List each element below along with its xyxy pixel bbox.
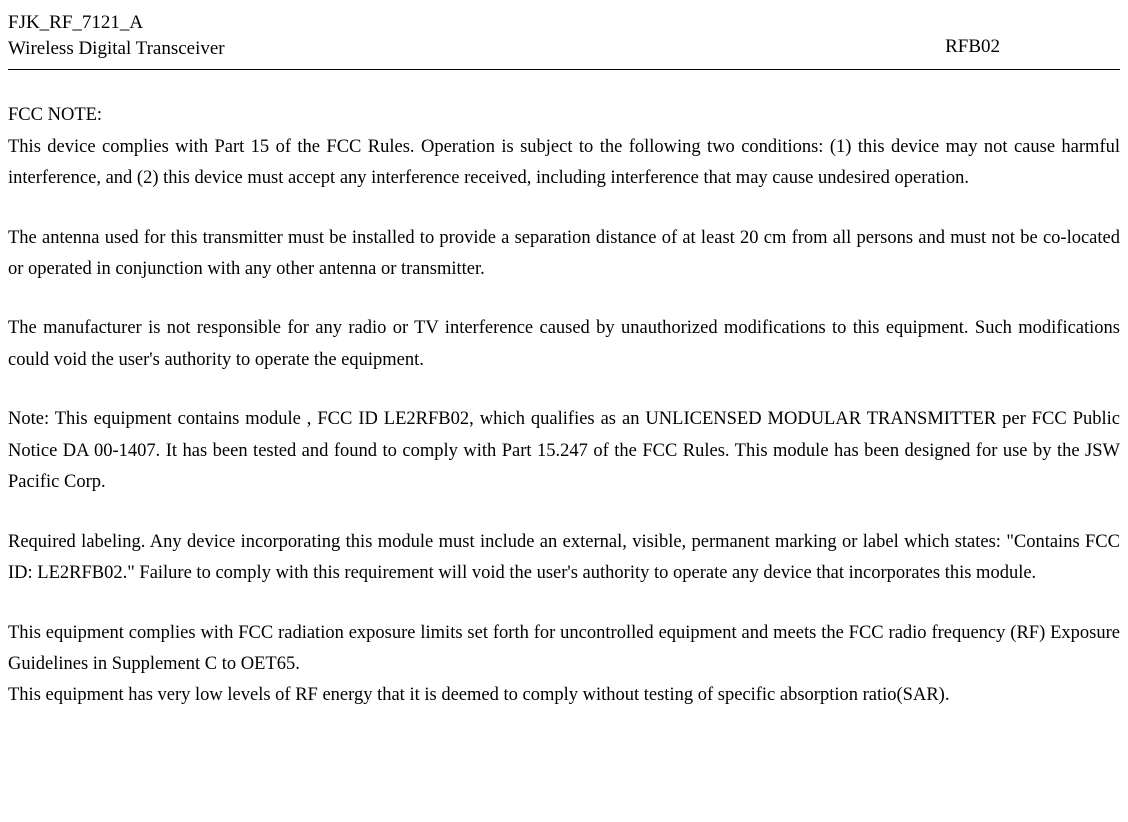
paragraph-2: The antenna used for this transmitter mu…	[8, 223, 1120, 286]
paragraph-6: This equipment complies with FCC radiati…	[8, 618, 1120, 712]
fcc-note-block: FCC NOTE: This device complies with Part…	[8, 100, 1120, 194]
document-body: FCC NOTE: This device complies with Part…	[8, 100, 1120, 712]
paragraph-4: Note: This equipment contains module , F…	[8, 404, 1120, 498]
paragraph-6b: This equipment has very low levels of RF…	[8, 680, 1120, 711]
paragraph-1: This device complies with Part 15 of the…	[8, 132, 1120, 195]
model-id: FJK_RF_7121_A	[8, 10, 225, 36]
document-header: FJK_RF_7121_A Wireless Digital Transceiv…	[8, 10, 1120, 70]
fcc-note-title: FCC NOTE:	[8, 100, 1120, 131]
paragraph-3: The manufacturer is not responsible for …	[8, 313, 1120, 376]
header-right-code: RFB02	[945, 10, 1120, 58]
paragraph-6a: This equipment complies with FCC radiati…	[8, 618, 1120, 681]
header-left-block: FJK_RF_7121_A Wireless Digital Transceiv…	[8, 10, 225, 61]
product-name: Wireless Digital Transceiver	[8, 36, 225, 62]
paragraph-5: Required labeling. Any device incorporat…	[8, 527, 1120, 590]
